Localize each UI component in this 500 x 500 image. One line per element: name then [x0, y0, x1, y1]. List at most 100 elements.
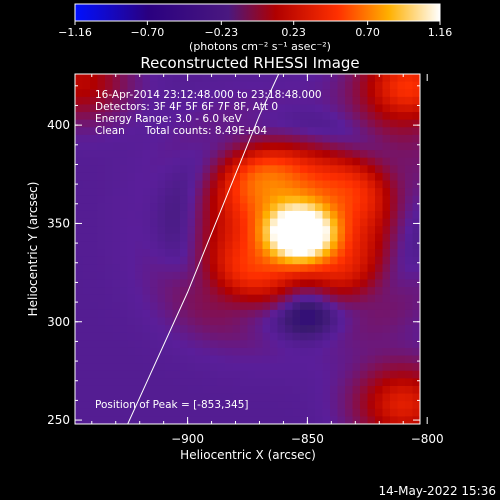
heatmap-cell — [75, 119, 84, 128]
heatmap-cell — [352, 249, 361, 258]
heatmap-cell — [397, 188, 406, 197]
heatmap-cell — [135, 74, 144, 83]
heatmap-cell — [322, 355, 331, 364]
heatmap-cell — [405, 96, 414, 106]
heatmap-cell — [112, 241, 121, 250]
heatmap-cell — [165, 210, 174, 220]
heatmap-cell — [195, 370, 204, 379]
heatmap-cell — [180, 385, 189, 395]
heatmap-cell — [390, 81, 399, 90]
heatmap-cell — [142, 241, 151, 250]
heatmap-cell — [390, 226, 399, 235]
heatmap-cell — [217, 81, 226, 90]
heatmap-cell — [262, 157, 271, 166]
heatmap-cell — [345, 363, 354, 372]
heatmap-cell — [270, 416, 279, 424]
heatmap-cell — [337, 355, 346, 364]
heatmap-cell — [232, 340, 241, 349]
heatmap-cell — [360, 279, 369, 288]
heatmap-cell — [75, 325, 84, 334]
heatmap-cell — [180, 195, 189, 204]
heatmap-cell — [112, 96, 121, 106]
heatmap-cell — [292, 302, 301, 311]
heatmap-cell — [330, 256, 339, 265]
heatmap-cell — [300, 203, 309, 212]
heatmap-cell — [337, 309, 346, 319]
heatmap-cell — [360, 74, 369, 83]
heatmap-cell — [165, 233, 174, 242]
heatmap-cell — [270, 294, 279, 303]
heatmap-cell — [240, 287, 249, 296]
heatmap-cell — [397, 165, 406, 174]
heatmap-cell — [202, 385, 211, 395]
heatmap-cell — [345, 325, 354, 334]
heatmap-cell — [112, 119, 121, 128]
heatmap-cell — [382, 309, 391, 319]
heatmap-cell — [135, 264, 144, 273]
heatmap-cell — [330, 142, 339, 151]
heatmap-cell — [210, 119, 219, 128]
heatmap-cell — [127, 264, 136, 273]
heatmap-cell — [375, 256, 384, 265]
chart-title: Reconstructed RHESSI Image — [140, 54, 359, 72]
heatmap-cell — [375, 157, 384, 166]
heatmap-cell — [405, 309, 414, 319]
heatmap-cell — [270, 81, 279, 90]
heatmap-cell — [240, 233, 249, 242]
heatmap-cell — [157, 393, 166, 402]
heatmap-cell — [352, 188, 361, 197]
heatmap-cell — [322, 385, 331, 395]
heatmap-cell — [292, 89, 301, 98]
heatmap-cell — [172, 385, 181, 395]
heatmap-cell — [330, 325, 339, 334]
heatmap-cell — [172, 89, 181, 98]
heatmap-cell — [135, 340, 144, 349]
heatmap-cell — [195, 302, 204, 311]
heatmap-cell — [382, 408, 391, 417]
y-tick-label: 350 — [47, 216, 70, 230]
heatmap-cell — [247, 112, 256, 121]
heatmap-cell — [75, 279, 84, 288]
heatmap-cell — [202, 203, 211, 212]
heatmap-cell — [202, 378, 211, 387]
heatmap-cell — [337, 233, 346, 242]
heatmap-cell — [142, 279, 151, 288]
heatmap-cell — [412, 294, 420, 303]
heatmap-cell — [82, 89, 91, 98]
heatmap-cell — [277, 347, 286, 357]
heatmap-cell — [375, 96, 384, 106]
heatmap-cell — [382, 264, 391, 273]
heatmap-cell — [285, 385, 294, 395]
heatmap-cell — [390, 302, 399, 311]
heatmap-cell — [345, 104, 354, 113]
heatmap-cell — [225, 157, 234, 166]
heatmap-cell — [300, 294, 309, 303]
heatmap-cell — [127, 210, 136, 220]
heatmap-cell — [157, 370, 166, 379]
heatmap-cell — [247, 226, 256, 235]
heatmap-cell — [180, 127, 189, 136]
heatmap-cell — [127, 393, 136, 402]
heatmap-cell — [135, 134, 144, 144]
heatmap-cell — [187, 256, 196, 265]
heatmap-cell — [262, 332, 271, 341]
heatmap-cell — [375, 81, 384, 90]
heatmap-cell — [345, 241, 354, 250]
heatmap-cell — [157, 218, 166, 227]
heatmap-cell — [247, 287, 256, 296]
heatmap-cell — [202, 119, 211, 128]
heatmap-cell — [270, 256, 279, 265]
heatmap-cell — [405, 165, 414, 174]
heatmap-cell — [330, 210, 339, 220]
heatmap-cell — [240, 256, 249, 265]
colorbar-tick-label: −0.70 — [131, 26, 165, 39]
heatmap-cell — [405, 218, 414, 227]
heatmap-cell — [90, 218, 99, 227]
heatmap-cell — [412, 241, 420, 250]
heatmap-cell — [210, 256, 219, 265]
heatmap-cell — [75, 355, 84, 364]
heatmap-cell — [195, 165, 204, 174]
heatmap-cell — [382, 150, 391, 159]
heatmap-cell — [232, 165, 241, 174]
heatmap-cell — [157, 157, 166, 166]
